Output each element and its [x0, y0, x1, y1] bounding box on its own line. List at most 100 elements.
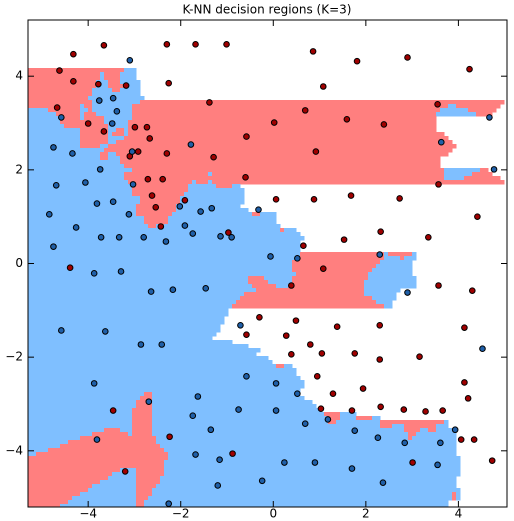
data-point [163, 150, 171, 157]
data-point [272, 407, 280, 414]
decision-region [28, 152, 101, 157]
decision-region [80, 108, 89, 113]
data-point [147, 288, 155, 295]
decision-region [92, 108, 133, 113]
decision-region [420, 428, 429, 433]
decision-region [108, 156, 121, 161]
data-point [235, 406, 242, 413]
decision-region [340, 416, 357, 421]
data-point [343, 115, 351, 123]
data-point [351, 427, 359, 434]
data-point [50, 144, 57, 151]
data-point [146, 135, 154, 142]
decision-region [168, 456, 461, 461]
decision-region [28, 76, 101, 81]
decision-region [28, 488, 89, 493]
decision-region [120, 156, 441, 161]
data-point [82, 179, 89, 186]
data-point [439, 407, 446, 414]
decision-region [28, 112, 57, 117]
data-point [125, 211, 133, 218]
decision-region [28, 200, 141, 205]
data-point [255, 206, 262, 213]
decision-region [436, 428, 457, 433]
decision-region [116, 140, 453, 145]
data-point [165, 500, 172, 508]
decision-region [412, 436, 457, 441]
decision-region [28, 396, 141, 401]
data-point [307, 341, 314, 348]
data-point [45, 211, 53, 218]
decision-region [28, 132, 81, 137]
data-point [347, 192, 355, 199]
decision-region [124, 84, 141, 89]
data-point [309, 48, 317, 55]
decision-region [84, 116, 105, 121]
data-point [376, 356, 384, 363]
data-point [109, 94, 117, 102]
data-point [131, 123, 139, 131]
data-point [122, 82, 130, 89]
decision-region [284, 228, 297, 233]
data-point [115, 233, 123, 241]
decision-region [388, 252, 413, 257]
decision-region [288, 284, 365, 289]
decision-region [448, 104, 457, 109]
decision-region [376, 300, 393, 305]
decision-region [28, 316, 225, 321]
chart-title: K-NN decision regions (K=3) [183, 3, 352, 17]
decision-region [124, 128, 129, 133]
decision-region [28, 92, 93, 97]
decision-region [136, 500, 145, 505]
decision-region [456, 496, 461, 501]
decision-region [132, 412, 153, 417]
y-tick-label: −2 [5, 350, 23, 364]
decision-region [120, 88, 141, 93]
decision-region [124, 136, 449, 141]
data-point [333, 323, 341, 331]
data-point [159, 175, 166, 183]
decision-region [436, 424, 449, 429]
data-point [197, 208, 204, 215]
decision-region [72, 496, 137, 501]
y-tick-label: −4 [5, 443, 23, 457]
decision-region [28, 484, 93, 489]
decision-region [28, 432, 93, 437]
data-point [228, 233, 235, 241]
decision-region [84, 112, 97, 117]
decision-region [96, 84, 109, 89]
data-point [217, 233, 224, 240]
decision-region [88, 488, 137, 493]
data-point [270, 119, 278, 126]
data-point [486, 114, 493, 121]
decision-region [412, 252, 417, 257]
decision-region [140, 396, 153, 401]
decision-region [444, 420, 449, 425]
decision-region [208, 172, 213, 177]
decision-region [56, 112, 81, 117]
decision-region [152, 492, 453, 497]
decision-region [28, 272, 297, 277]
data-point [97, 233, 105, 241]
data-point [165, 79, 172, 87]
decision-region [100, 480, 137, 485]
decision-region [136, 496, 149, 501]
data-point [416, 353, 423, 360]
data-point [126, 56, 134, 64]
decision-region [60, 116, 81, 121]
data-point [176, 203, 184, 210]
decision-region [276, 364, 285, 369]
decision-region [28, 364, 277, 369]
decision-region [368, 276, 417, 281]
data-point [137, 341, 145, 348]
data-point [101, 328, 109, 335]
decision-region [152, 412, 325, 417]
data-point [90, 380, 98, 387]
data-point [324, 416, 332, 423]
decision-region [152, 416, 329, 421]
decision-region [108, 128, 117, 133]
data-point [223, 41, 230, 48]
decision-region [100, 144, 109, 149]
decision-region [104, 148, 453, 153]
data-point [317, 405, 325, 412]
